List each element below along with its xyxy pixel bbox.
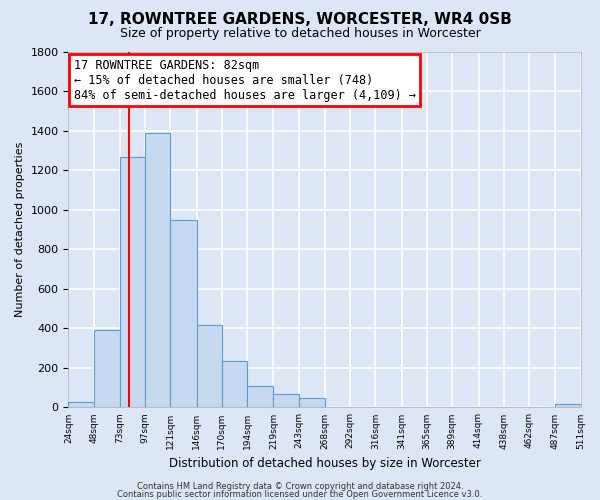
Text: 17 ROWNTREE GARDENS: 82sqm
← 15% of detached houses are smaller (748)
84% of sem: 17 ROWNTREE GARDENS: 82sqm ← 15% of deta… [74, 58, 416, 102]
Text: Contains public sector information licensed under the Open Government Licence v3: Contains public sector information licen… [118, 490, 482, 499]
Text: 17, ROWNTREE GARDENS, WORCESTER, WR4 0SB: 17, ROWNTREE GARDENS, WORCESTER, WR4 0SB [88, 12, 512, 28]
Text: Contains HM Land Registry data © Crown copyright and database right 2024.: Contains HM Land Registry data © Crown c… [137, 482, 463, 491]
Bar [120, 158, 145, 408]
Bar [68, 402, 94, 407]
Y-axis label: Number of detached properties: Number of detached properties [15, 142, 25, 317]
Bar [145, 132, 170, 407]
Bar [197, 326, 222, 407]
Bar [274, 394, 299, 407]
Bar [247, 386, 274, 407]
X-axis label: Distribution of detached houses by size in Worcester: Distribution of detached houses by size … [169, 457, 481, 470]
Bar [555, 404, 581, 407]
Bar [299, 398, 325, 407]
Text: Size of property relative to detached houses in Worcester: Size of property relative to detached ho… [119, 28, 481, 40]
Bar [94, 330, 120, 407]
Bar [222, 361, 247, 408]
Bar [170, 220, 197, 408]
